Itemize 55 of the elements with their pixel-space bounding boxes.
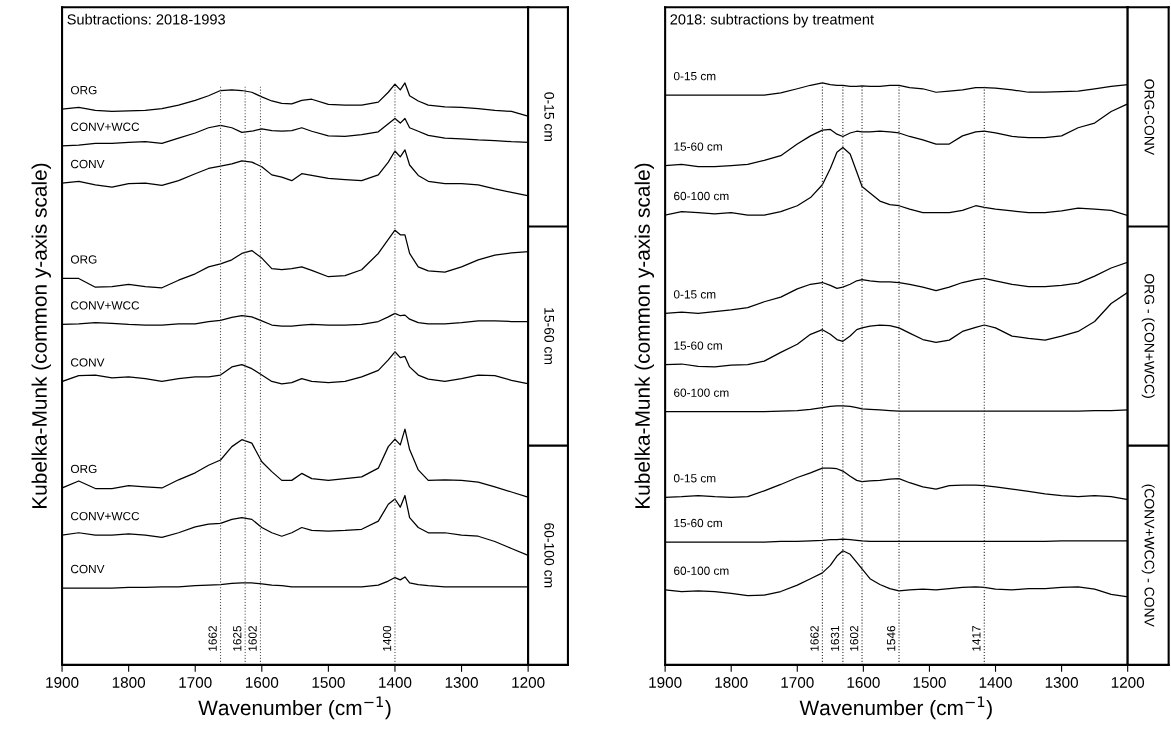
series-label: 15-60 cm bbox=[674, 341, 722, 350]
text: (CONV+WCC) - CONV bbox=[1141, 484, 1155, 627]
ref-line-label: 1417 bbox=[972, 626, 981, 651]
series-label: 0-15 cm bbox=[673, 290, 716, 299]
text: ORG-CONV bbox=[1144, 79, 1155, 156]
x-tick-label: 1700 bbox=[781, 677, 814, 688]
text: 60-100 cm bbox=[544, 523, 555, 588]
series-label: CONV+WCC bbox=[71, 301, 140, 310]
x-tick-label: 1200 bbox=[512, 677, 545, 688]
x-tick-label: 1700 bbox=[179, 677, 212, 688]
series-label: 15-60 cm bbox=[674, 518, 722, 528]
series-label: CONV bbox=[71, 564, 105, 574]
text: 0-15 cm bbox=[544, 92, 555, 142]
ref-line-label: 1546 bbox=[886, 625, 896, 651]
x-tick-label: 1300 bbox=[1045, 677, 1078, 688]
series-label: CONV bbox=[71, 358, 105, 367]
chart-title: 2018: subtractions by treatment bbox=[670, 13, 874, 28]
x-tick-label: 1800 bbox=[112, 677, 146, 688]
x-axis-title: Wavenumber (cm$^{−1}$) bbox=[198, 696, 391, 720]
series-label: 60-100 cm bbox=[674, 388, 729, 397]
text: ORG - (CON+WCC) bbox=[1141, 274, 1155, 398]
ref-line-label: 1662 bbox=[208, 626, 217, 651]
ref-line-label: 1400 bbox=[382, 625, 392, 651]
x-tick-label: 1300 bbox=[445, 677, 478, 688]
x-tick-label: 1500 bbox=[913, 677, 946, 688]
y-axis-title: Kubelka-Munk (common y-axis scale) bbox=[31, 163, 51, 509]
x-tick-label: 1800 bbox=[715, 677, 748, 688]
series-label: 0-15 cm bbox=[673, 71, 716, 81]
ref-line-label: 1602 bbox=[248, 626, 257, 651]
x-tick-label: 1900 bbox=[46, 677, 79, 688]
x-tick-label: 1400 bbox=[979, 677, 1012, 688]
x-tick-label: 1900 bbox=[649, 677, 682, 688]
x-tick-label: 1500 bbox=[312, 677, 345, 688]
series-label: 60-100 cm bbox=[674, 566, 729, 575]
series-label: 15-60 cm bbox=[674, 142, 722, 151]
ref-line-label: 1602 bbox=[849, 626, 859, 651]
chart-title: Subtractions: 2018-1993 bbox=[67, 13, 225, 25]
ref-line-label: 1625 bbox=[233, 625, 242, 651]
series-label: ORG bbox=[70, 85, 97, 95]
x-tick-label: 1600 bbox=[847, 677, 880, 688]
x-axis-title: Wavenumber (cm$^{−1}$) bbox=[799, 696, 992, 720]
series-label: ORG bbox=[70, 464, 97, 474]
series-label: CONV+WCC bbox=[71, 511, 140, 521]
series-label: CONV bbox=[71, 159, 105, 169]
ref-line-label: 1631 bbox=[830, 626, 840, 651]
ref-line-label: 1662 bbox=[810, 626, 819, 651]
y-axis-title: Kubelka-Munk (common y-axis scale) bbox=[634, 163, 655, 509]
text: 15-60 cm bbox=[544, 308, 555, 365]
series-label: 60-100 cm bbox=[674, 191, 729, 201]
series-label: ORG bbox=[70, 255, 97, 264]
series-label: CONV+WCC bbox=[71, 122, 140, 131]
x-tick-label: 1600 bbox=[245, 677, 279, 688]
x-tick-label: 1200 bbox=[1111, 677, 1145, 688]
series-label: 0-15 cm bbox=[673, 474, 716, 483]
x-tick-label: 1400 bbox=[379, 677, 412, 688]
